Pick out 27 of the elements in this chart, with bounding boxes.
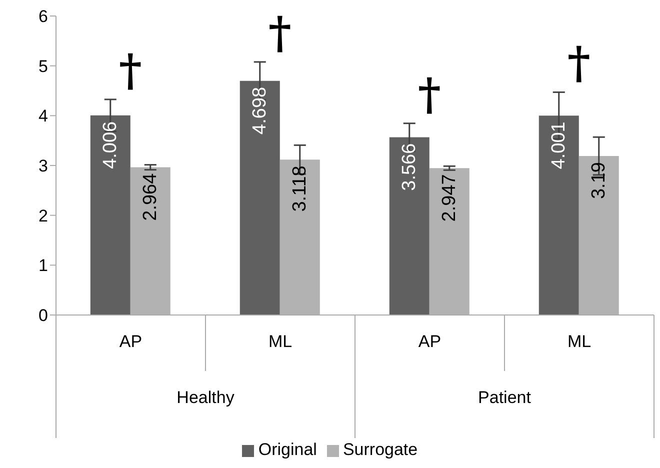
data-label: 4.698 [249, 86, 270, 134]
annotation: † [567, 38, 590, 90]
y-tick-label: 5 [38, 56, 48, 76]
data-label: 2.947 [438, 174, 460, 222]
legend-label: Surrogate [342, 440, 418, 459]
annotation: † [268, 8, 292, 59]
text: Patient [478, 388, 532, 407]
y-tick-label: 2 [38, 206, 48, 226]
data-label: 3.566 [398, 143, 420, 191]
x-tick-label: ML [567, 332, 592, 351]
data-label: 3.118 [289, 166, 310, 212]
text: Healthy [176, 388, 235, 407]
y-tick-label: 0 [38, 306, 48, 326]
annotation: † [118, 45, 142, 96]
x-tick-label: ML [268, 332, 292, 351]
y-tick-label: 3 [38, 156, 48, 176]
data-label: 4.001 [548, 122, 570, 170]
y-tick-label: 4 [38, 106, 48, 126]
legend-label: Original [258, 440, 317, 459]
y-tick-label: 1 [38, 256, 48, 276]
data-label: 2.964 [140, 172, 161, 221]
annotation: † [418, 69, 441, 120]
x-tick-label: AP [119, 332, 142, 351]
y-tick-label: 6 [38, 7, 48, 26]
data-label: 3.19 [588, 162, 610, 200]
data-label: 4.006 [100, 121, 121, 169]
x-tick-label: AP [418, 332, 442, 351]
